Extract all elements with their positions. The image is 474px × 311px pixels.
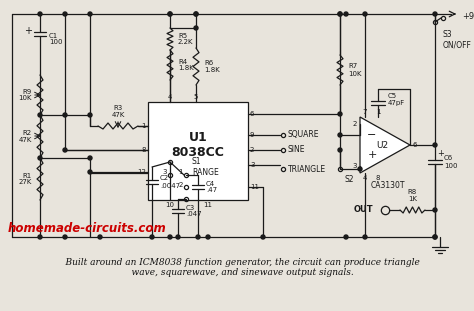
Circle shape: [194, 12, 198, 16]
Text: 11: 11: [250, 184, 259, 190]
Text: R5
2.2K: R5 2.2K: [178, 33, 193, 45]
Circle shape: [88, 12, 92, 16]
Text: C3
.047: C3 .047: [186, 205, 201, 217]
Text: R1
27K: R1 27K: [18, 173, 32, 185]
Text: C2
.0047: C2 .0047: [160, 175, 180, 188]
Text: +9V: +9V: [462, 12, 474, 21]
Text: 4: 4: [363, 175, 367, 181]
Text: R6
1.8K: R6 1.8K: [204, 60, 220, 73]
Text: 3: 3: [163, 169, 167, 175]
Circle shape: [196, 235, 200, 239]
Circle shape: [63, 235, 67, 239]
Text: R7
10K: R7 10K: [348, 63, 362, 77]
Text: 10: 10: [165, 202, 174, 208]
Text: 1: 1: [376, 109, 380, 115]
Text: 1: 1: [179, 169, 183, 175]
Text: S3
ON/OFF: S3 ON/OFF: [443, 30, 472, 49]
Circle shape: [261, 235, 265, 239]
Text: C4
.47: C4 .47: [206, 180, 217, 193]
Text: +: +: [24, 26, 32, 36]
Circle shape: [38, 235, 42, 239]
Circle shape: [433, 12, 437, 16]
Circle shape: [168, 12, 172, 16]
Text: 6: 6: [250, 111, 255, 117]
Text: 2: 2: [250, 147, 255, 153]
Text: 12: 12: [137, 169, 146, 175]
Text: S1
RANGE: S1 RANGE: [192, 157, 219, 177]
Circle shape: [88, 156, 92, 160]
Text: R8
1K: R8 1K: [408, 189, 417, 202]
Circle shape: [176, 235, 180, 239]
Text: 2: 2: [353, 121, 357, 127]
Circle shape: [363, 235, 367, 239]
Circle shape: [88, 170, 92, 174]
Text: Built around an ICM8038 function generator, the circuit can produce triangle
   : Built around an ICM8038 function generat…: [54, 258, 420, 277]
Text: R2
47K: R2 47K: [18, 130, 32, 143]
Circle shape: [358, 167, 362, 171]
Text: R4
1.8K: R4 1.8K: [178, 58, 194, 72]
Bar: [148, 102, 248, 200]
Text: 9: 9: [250, 132, 255, 138]
Text: 7: 7: [363, 109, 367, 115]
Text: 8: 8: [376, 175, 380, 181]
Text: 11: 11: [203, 202, 212, 208]
Circle shape: [38, 156, 42, 160]
Text: R9
10K: R9 10K: [18, 89, 32, 101]
Text: TRIANGLE: TRIANGLE: [288, 165, 326, 174]
Circle shape: [168, 12, 172, 16]
Circle shape: [338, 148, 342, 152]
Text: SQUARE: SQUARE: [288, 131, 319, 140]
Text: U1
8038CC: U1 8038CC: [172, 131, 224, 159]
Text: +: +: [367, 150, 377, 160]
Circle shape: [194, 26, 198, 30]
Text: C5
47pF: C5 47pF: [388, 92, 405, 105]
Circle shape: [150, 235, 154, 239]
Circle shape: [168, 235, 172, 239]
Circle shape: [38, 12, 42, 16]
Circle shape: [344, 12, 348, 16]
Text: 3: 3: [353, 163, 357, 169]
Circle shape: [338, 133, 342, 137]
Circle shape: [63, 12, 67, 16]
Text: +: +: [437, 150, 444, 159]
Circle shape: [344, 235, 348, 239]
Circle shape: [98, 235, 102, 239]
Circle shape: [338, 112, 342, 116]
Text: homemade-circuits.com: homemade-circuits.com: [8, 221, 167, 234]
Text: 4: 4: [168, 94, 172, 100]
Text: 3: 3: [250, 162, 255, 168]
Text: 5: 5: [194, 94, 198, 100]
Text: OUT: OUT: [354, 206, 373, 215]
Circle shape: [433, 208, 437, 212]
Text: U2: U2: [376, 141, 388, 150]
Text: R3
47K: R3 47K: [111, 105, 125, 118]
Circle shape: [433, 143, 437, 147]
Text: C1
100: C1 100: [49, 33, 63, 45]
Text: −: −: [367, 130, 377, 140]
Circle shape: [206, 235, 210, 239]
Polygon shape: [360, 117, 410, 173]
Circle shape: [63, 148, 67, 152]
Text: 2: 2: [179, 182, 183, 188]
Text: SINE: SINE: [288, 146, 306, 155]
Text: 8: 8: [142, 147, 146, 153]
Circle shape: [338, 12, 342, 16]
Text: C6
100: C6 100: [444, 156, 457, 169]
Text: S2: S2: [345, 175, 355, 184]
Circle shape: [433, 235, 437, 239]
Circle shape: [433, 235, 437, 239]
Circle shape: [88, 113, 92, 117]
Circle shape: [194, 12, 198, 16]
Circle shape: [63, 113, 67, 117]
Circle shape: [363, 12, 367, 16]
Text: 6: 6: [413, 142, 418, 148]
Text: CA3130T: CA3130T: [371, 180, 405, 189]
Text: 1: 1: [142, 123, 146, 129]
Circle shape: [38, 113, 42, 117]
Circle shape: [338, 12, 342, 16]
